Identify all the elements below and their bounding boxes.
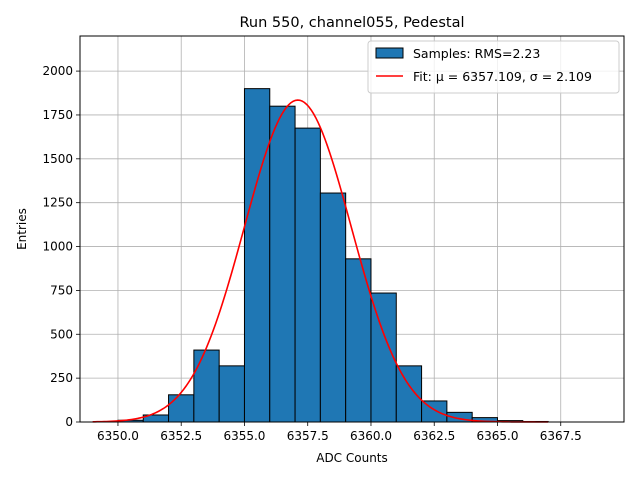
y-tick-label: 1750 [42, 108, 73, 122]
x-tick-label: 6350.0 [97, 429, 139, 443]
histogram-bar [243, 88, 271, 423]
y-tick-label: 750 [50, 283, 73, 297]
histogram-bar [370, 292, 397, 423]
x-tick-label: 6357.5 [287, 429, 329, 443]
histogram-bar [218, 365, 245, 423]
x-axis-label: ADC Counts [316, 451, 388, 465]
histogram-bar [345, 258, 372, 423]
histogram-bars [117, 88, 549, 423]
x-tick-label: 6367.5 [540, 429, 582, 443]
plot-frame [79, 35, 625, 423]
x-tick-label: 6362.5 [413, 429, 455, 443]
fit-curve-layer [92, 99, 549, 423]
legend: Samples: RMS=2.23 Fit: μ = 6357.109, σ =… [367, 40, 620, 94]
histogram-bar [319, 192, 347, 423]
y-tick-label: 0 [65, 415, 73, 429]
legend-histogram-swatch [375, 47, 404, 59]
histogram-bar [395, 365, 423, 423]
legend-fit-label: Fit: μ = 6357.109, σ = 2.109 [413, 69, 592, 84]
y-tick-label: 1500 [42, 152, 73, 166]
y-tick-label: 250 [50, 371, 73, 385]
fit-curve [92, 99, 549, 423]
histogram-bar [193, 349, 220, 423]
y-tick-label: 1000 [42, 240, 73, 254]
y-axis-ticks: 0 250 500 750 1000 1250 1500 1750 2000 [42, 64, 80, 429]
x-axis-ticks: 6350.0 6352.5 6355.0 6357.5 6360.0 6362.5 6365… [97, 422, 582, 443]
x-tick-label: 6355.0 [223, 429, 265, 443]
x-tick-label: 6365.0 [476, 429, 518, 443]
y-tick-label: 2000 [42, 64, 73, 78]
y-axis-label: Entries [15, 208, 29, 250]
chart-title: Run 550, channel055, Pedestal [239, 15, 464, 31]
x-tick-label: 6352.5 [160, 429, 202, 443]
histogram-bar [294, 127, 321, 423]
histogram-bar [269, 105, 296, 423]
legend-box [367, 40, 620, 94]
y-tick-label: 1250 [42, 196, 73, 210]
legend-histogram-label: Samples: RMS=2.23 [413, 46, 540, 61]
x-tick-label: 6360.0 [350, 429, 392, 443]
y-tick-label: 500 [50, 327, 73, 341]
histogram-bar [168, 394, 195, 423]
